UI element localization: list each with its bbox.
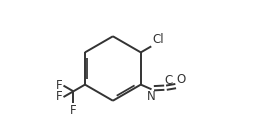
Text: F: F	[70, 104, 77, 117]
Text: F: F	[56, 79, 63, 92]
Text: F: F	[56, 90, 63, 103]
Text: Cl: Cl	[152, 33, 164, 46]
Text: O: O	[176, 73, 186, 85]
Text: N: N	[147, 90, 156, 103]
Text: C: C	[165, 74, 173, 87]
